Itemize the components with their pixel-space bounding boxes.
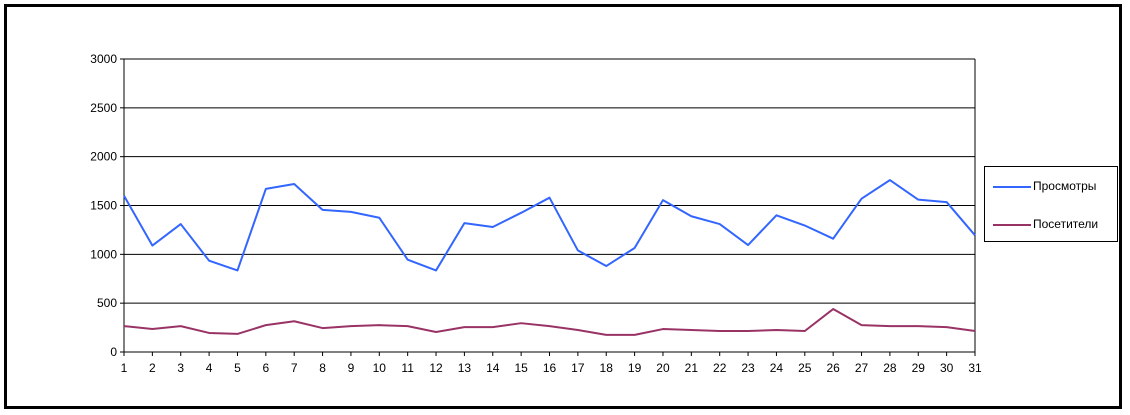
x-tick-label-16: 16 (543, 361, 557, 375)
x-tick-label-19: 19 (628, 361, 642, 375)
y-tick-label-3000: 3000 (90, 52, 117, 66)
x-tick-label-5: 5 (234, 361, 241, 375)
x-tick-label-31: 31 (968, 361, 982, 375)
legend-item-series-2: Посетители (985, 215, 1117, 235)
x-tick-label-9: 9 (348, 361, 355, 375)
x-tick-label-24: 24 (770, 361, 784, 375)
x-tick-label-18: 18 (600, 361, 614, 375)
legend: Просмотры Посетители (984, 166, 1118, 242)
x-tick-label-20: 20 (656, 361, 670, 375)
x-tick-label-2: 2 (149, 361, 156, 375)
axes (120, 58, 976, 356)
gridlines (124, 58, 975, 304)
x-tick-label-23: 23 (741, 361, 755, 375)
x-tick-label-22: 22 (713, 361, 727, 375)
y-tick-label-2000: 2000 (90, 150, 117, 164)
x-tick-label-7: 7 (291, 361, 298, 375)
x-tick-label-27: 27 (855, 361, 869, 375)
y-tick-label-0: 0 (110, 345, 117, 359)
y-tick-label-1500: 1500 (90, 199, 117, 213)
y-tick-label-1000: 1000 (90, 247, 117, 261)
legend-label-series-1: Просмотры (1033, 179, 1097, 193)
x-tick-label-8: 8 (319, 361, 326, 375)
x-tick-label-25: 25 (798, 361, 812, 375)
x-tick-label-11: 11 (401, 361, 414, 375)
x-tick-label-29: 29 (912, 361, 926, 375)
x-tick-label-3: 3 (177, 361, 184, 375)
series-lines (123, 179, 976, 336)
y-tick-label-2500: 2500 (90, 101, 117, 115)
legend-swatch-series-1 (993, 186, 1031, 188)
x-tick-label-26: 26 (826, 361, 840, 375)
x-tick-label-17: 17 (571, 361, 585, 375)
x-tick-label-6: 6 (262, 361, 269, 375)
x-tick-label-28: 28 (883, 361, 897, 375)
legend-swatch-series-2 (993, 224, 1031, 226)
series-line-1 (123, 179, 976, 272)
x-tick-label-13: 13 (458, 361, 472, 375)
x-tick-label-10: 10 (373, 361, 387, 375)
x-tick-label-21: 21 (685, 361, 699, 375)
x-tick-label-30: 30 (940, 361, 954, 375)
x-tick-label-4: 4 (206, 361, 213, 375)
x-tick-label-15: 15 (514, 361, 528, 375)
y-tick-label-500: 500 (97, 296, 117, 310)
x-tick-label-1: 1 (121, 361, 128, 375)
x-tick-label-14: 14 (486, 361, 500, 375)
chart-frame (4, 4, 1122, 409)
legend-label-series-2: Посетители (1033, 217, 1099, 231)
series-line-2 (123, 308, 976, 336)
legend-item-series-1: Просмотры (985, 177, 1117, 197)
x-tick-label-12: 12 (429, 361, 443, 375)
